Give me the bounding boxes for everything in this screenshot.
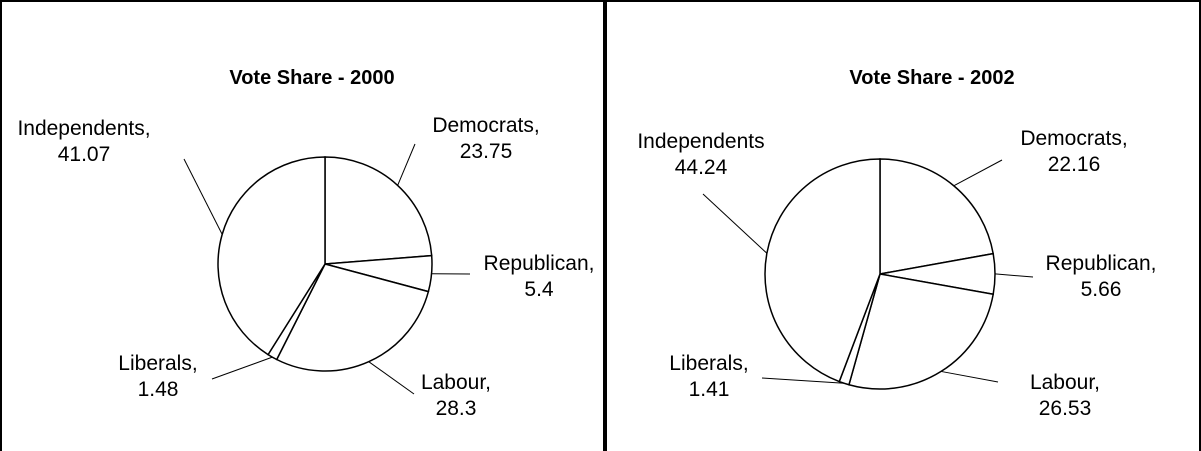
slice-label: Democrats, 22.16 xyxy=(1020,127,1127,176)
leader-line xyxy=(702,193,768,254)
slice-label: Independents 44.24 xyxy=(637,130,764,179)
leader-line xyxy=(183,158,223,235)
slice-label-value: 1.48 xyxy=(138,378,179,401)
slice-label-name: Liberals, xyxy=(118,352,197,375)
slice-label-value: 23.75 xyxy=(460,140,513,163)
leader-line xyxy=(211,356,273,380)
pie-chart-2000: Vote Share - 2000 Democrats, 23.75 Republi… xyxy=(17,67,595,420)
leader-line xyxy=(994,273,1034,278)
chart-panel-2002: Vote Share - 2002 Democrats, 22.16 Republi… xyxy=(603,0,1201,451)
slice-label-name: Independents xyxy=(637,130,764,153)
slice-label: Democrats, 23.75 xyxy=(432,114,539,163)
slice-label-value: 26.53 xyxy=(1039,397,1092,420)
leader-line xyxy=(368,361,415,395)
slice-label: Republican, 5.66 xyxy=(1046,252,1157,301)
slice-label: Independents, 41.07 xyxy=(17,117,150,166)
slice-label: Republican, 5.4 xyxy=(484,252,595,301)
leader-line xyxy=(761,377,845,384)
slice-label-value: 28.3 xyxy=(436,397,477,420)
slice-label-value: 44.24 xyxy=(675,156,728,179)
slice-label-name: Republican, xyxy=(484,252,595,275)
slice-label-name: Liberals, xyxy=(669,352,748,375)
slice-label-name: Democrats, xyxy=(1020,127,1127,150)
chart-title: Vote Share - 2000 xyxy=(229,67,394,89)
slice-label: Liberals, 1.48 xyxy=(118,352,197,401)
leader-line xyxy=(953,159,1003,187)
slice-label-value: 41.07 xyxy=(58,143,111,166)
slice-label-value: 5.66 xyxy=(1081,278,1122,301)
chart-panel-2000: Vote Share - 2000 Democrats, 23.75 Republi… xyxy=(0,0,603,451)
slice-label: Labour, 28.3 xyxy=(421,371,491,420)
pie-chart-2002: Vote Share - 2002 Democrats, 22.16 Republi… xyxy=(637,67,1157,420)
leader-line xyxy=(941,370,999,383)
slice-label: Liberals, 1.41 xyxy=(669,352,748,401)
slice-label: Labour, 26.53 xyxy=(1030,371,1100,420)
slice-label-value: 1.41 xyxy=(689,378,730,401)
slice-label-name: Independents, xyxy=(17,117,150,140)
pie-slice-independents xyxy=(217,156,326,356)
slice-label-name: Labour, xyxy=(421,371,491,394)
pie-slice-democrats xyxy=(324,156,433,265)
slice-label-name: Labour, xyxy=(1030,371,1100,394)
slice-label-value: 22.16 xyxy=(1048,153,1101,176)
leader-line xyxy=(397,143,416,186)
chart-title: Vote Share - 2002 xyxy=(849,67,1014,89)
slice-label-name: Republican, xyxy=(1046,252,1157,275)
pie-slice-labour xyxy=(275,263,430,372)
slice-label-name: Democrats, xyxy=(432,114,539,137)
pie-slice-democrats xyxy=(879,158,995,275)
slice-label-value: 5.4 xyxy=(524,278,554,301)
